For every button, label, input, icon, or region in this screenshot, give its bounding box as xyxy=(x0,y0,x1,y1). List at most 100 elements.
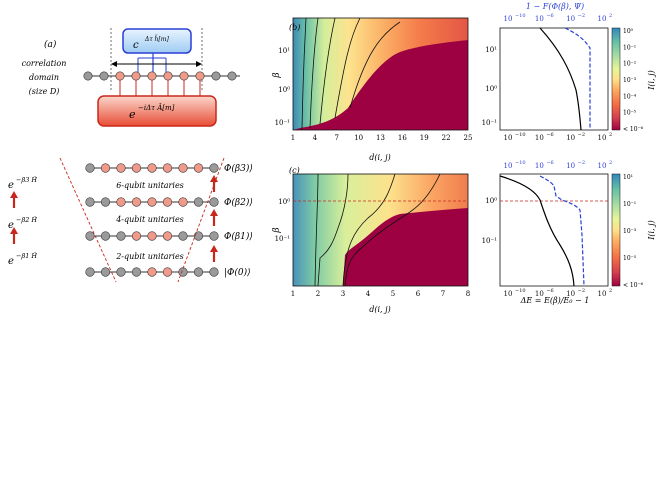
side-bottom-ytick-1: 10⁻¹ xyxy=(482,237,498,245)
sideTopTicksTop-exp-3: 2 xyxy=(609,13,612,19)
qubit-r0-8 xyxy=(209,163,219,173)
panel-c-xticks: 1 2 3 4 5 6 7 8 xyxy=(291,290,470,298)
exp-sup-1: −β1 Ĥ xyxy=(16,251,37,260)
qubit-r2-2 xyxy=(116,231,126,241)
sideTopTicksBottom-base-2: 10 xyxy=(566,134,575,142)
colorbar-top: 10⁰ 10⁻¹ 10⁻² 10⁻³ 10⁻⁴ 10⁻⁵ < 10⁻⁶ I(i, j) xyxy=(611,27,656,133)
cTicks-tick-1: 2 xyxy=(316,290,320,298)
cTicks-tick-0: 1 xyxy=(291,290,295,298)
qubit-r0-5 xyxy=(162,163,173,173)
sideTopTicksBottom-exp-0: −10 xyxy=(515,132,526,138)
bTicks-tick-3: 10 xyxy=(354,134,363,142)
panel-c-label: (c) xyxy=(289,166,300,175)
red-box-sup: −iΔτ Â[m] xyxy=(138,103,175,112)
qubit-r0-4 xyxy=(147,163,157,173)
side-bottom-bottom-ticks: 10 −10 10 −6 10 −2 10 2 xyxy=(504,288,613,298)
panel-b-ytick-2: 10⁻¹ xyxy=(275,119,291,127)
side-bottom-blue-curve xyxy=(539,175,585,287)
side-top-blue-curve xyxy=(564,27,591,130)
sideTopTicksBottom-exp-2: −2 xyxy=(578,132,585,138)
side-top-black-curve xyxy=(539,27,582,131)
panel-b: (b) β d(i, j) 1 4 7 10 13 16 19 22 25 10¹ 10⁰ 10… xyxy=(272,17,473,162)
sideTopTicksBottom-exp-3: 2 xyxy=(609,132,612,138)
qubit-r3-7 xyxy=(193,267,204,277)
sideBotTicksBottom-exp-1: −6 xyxy=(546,288,553,294)
sideTopTicksTop-exp-0: −10 xyxy=(515,13,526,19)
sideTopTicksTop-exp-1: −6 xyxy=(546,13,553,19)
side-line-2: domain xyxy=(29,73,59,82)
qubit-r3-8 xyxy=(209,267,219,277)
panel-c-ytick-0: 10⁰ xyxy=(278,198,290,206)
qubit-r3-1 xyxy=(100,267,111,277)
cbBotTicks-4: < 10⁻⁶ xyxy=(623,282,644,289)
exp-sup-3: −β3 Ĥ xyxy=(16,175,37,184)
exp-label-2: e xyxy=(8,220,14,231)
panel-c-xlabel: d(i, j) xyxy=(369,305,391,314)
sideBotTicksBottom-base-1: 10 xyxy=(535,290,544,298)
qubit-r1-1 xyxy=(100,197,111,207)
state-label-1: Φ(β1)⟩ xyxy=(224,231,253,242)
colorbar-bottom-ticks: 10¹ 10⁻¹ 10⁻³ 10⁻⁵ < 10⁻⁶ xyxy=(623,174,644,289)
sideBotTicksTop-exp-0: −10 xyxy=(515,160,526,166)
cbBotTicks-0: 10¹ xyxy=(623,174,633,181)
side-bottom-xlabel: ΔE = E(β)/E₀ − 1 xyxy=(520,296,590,305)
qubit-r3-4 xyxy=(147,267,157,277)
qubit-r3-5 xyxy=(162,267,173,277)
bTicks-tick-5: 16 xyxy=(398,134,407,142)
qubit-r1-3 xyxy=(131,197,142,207)
sideTopTicksTop-base-3: 10 xyxy=(598,15,607,23)
panel-a-bottom: 6-qubit unitaries 4-qubit unitaries 2-qu… xyxy=(8,157,253,283)
row-label-2: 2-qubit unitaries xyxy=(115,252,184,261)
sideBotTicksTop-base-3: 10 xyxy=(598,162,607,170)
panel-b-ylabel: β xyxy=(272,72,282,78)
sideBotTicksTop-exp-2: −2 xyxy=(578,160,585,166)
sideTopTicksBottom-base-0: 10 xyxy=(504,134,513,142)
exp-label-3: e xyxy=(8,180,14,191)
qubit-r3-6 xyxy=(178,267,188,277)
sideBotTicksBottom-base-0: 10 xyxy=(504,290,513,298)
sideBotTicksTop-exp-1: −6 xyxy=(546,160,553,166)
cTicks-tick-6: 7 xyxy=(441,290,445,298)
side-plot-bottom: 10 −10 10 −6 10 −2 10 2 10 −10 10 −6 10 −2 10 2 10⁰ 10… xyxy=(482,160,613,305)
sideBotTicksBottom-base-3: 10 xyxy=(598,290,607,298)
cTicks-tick-4: 5 xyxy=(391,290,395,298)
sideTopTicksTop-base-2: 10 xyxy=(566,15,575,23)
red-operator-box xyxy=(97,95,217,127)
cbBotTicks-3: 10⁻⁵ xyxy=(623,255,637,262)
cbTopTicks-0: 10⁰ xyxy=(623,28,634,35)
panel-b-ytick-1: 10⁰ xyxy=(278,86,290,94)
cbTopTicks-5: 10⁻⁵ xyxy=(623,110,637,117)
panel-b-label: (b) xyxy=(289,23,300,32)
blue-operator-box xyxy=(122,28,192,54)
heatmap-c-region xyxy=(293,174,468,286)
colorbar-bottom: 10¹ 10⁻¹ 10⁻³ 10⁻⁵ < 10⁻⁶ I(i, j) xyxy=(611,173,656,289)
side-top-title: 1 − F(Φ(β), Ψ) xyxy=(526,2,584,11)
qubit-r0-1 xyxy=(100,163,111,173)
state-label-3: Φ(β3)⟩ xyxy=(224,163,253,174)
panel-c-ytick-1: 10⁻¹ xyxy=(275,235,291,243)
blue-box-sub: Δτ h̃[m] xyxy=(144,36,169,43)
sideBotTicksBottom-exp-3: 2 xyxy=(609,288,612,294)
qubit-r0-6 xyxy=(178,163,188,173)
panel-b-xlabel: d(i, j) xyxy=(369,153,391,162)
qubit-r0-7 xyxy=(193,163,204,173)
qubit-r0-2 xyxy=(116,163,126,173)
sideTopTicksTop-base-1: 10 xyxy=(535,15,544,23)
qubit-r1-0 xyxy=(85,197,95,207)
cTicks-tick-3: 4 xyxy=(366,290,371,298)
qubit-r3-3 xyxy=(131,267,142,277)
row-label-6: 6-qubit unitaries xyxy=(116,181,184,190)
sideBotTicksBottom-exp-0: −10 xyxy=(515,288,526,294)
bTicks-tick-6: 19 xyxy=(420,134,429,142)
qubit-r1-6 xyxy=(178,197,188,207)
bTicks-tick-4: 13 xyxy=(376,134,385,142)
sideBotTicksTop-exp-3: 2 xyxy=(609,160,612,166)
sideBotTicksTop-base-0: 10 xyxy=(504,162,513,170)
colorbar-bottom-label: I(i, j) xyxy=(647,220,656,241)
sideTopTicksBottom-base-3: 10 xyxy=(598,134,607,142)
cbTopTicks-4: 10⁻⁴ xyxy=(623,93,637,100)
panel-b-xticks: 1 4 7 10 13 16 19 22 25 xyxy=(291,134,473,142)
side-line-1: correlation xyxy=(22,59,67,68)
cbTopTicks-1: 10⁻¹ xyxy=(623,44,636,51)
qubit-r3-2 xyxy=(116,267,126,277)
